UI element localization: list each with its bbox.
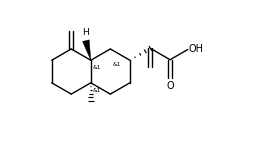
Text: &1: &1 (112, 62, 120, 67)
Polygon shape (83, 40, 91, 60)
Text: H: H (83, 28, 89, 37)
Text: &1: &1 (93, 88, 101, 93)
Text: OH: OH (189, 44, 204, 54)
Text: &1: &1 (93, 65, 101, 70)
Text: O: O (166, 81, 174, 91)
